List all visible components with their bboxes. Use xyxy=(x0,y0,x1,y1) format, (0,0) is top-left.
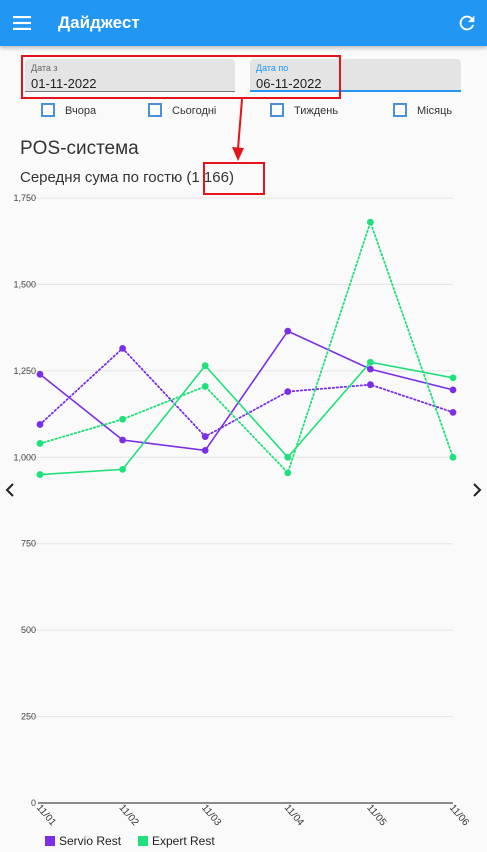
y-tick-label: 1,500 xyxy=(13,279,36,289)
data-point xyxy=(284,327,292,335)
y-tick-label: 750 xyxy=(21,539,36,549)
checkbox-week[interactable] xyxy=(270,103,284,117)
series-line-servio-rest-solid xyxy=(39,330,454,452)
data-point xyxy=(201,433,209,440)
data-point xyxy=(201,446,209,454)
data-point xyxy=(367,365,374,373)
date-from-field[interactable]: Дата з 01-11-2022 xyxy=(25,59,235,92)
data-point xyxy=(449,374,457,382)
metric-label: Середня сума по гостю ( xyxy=(20,169,192,186)
data-point xyxy=(367,381,374,389)
app-bar: Дайджест xyxy=(0,0,487,46)
metric-value: 1 166 xyxy=(191,169,229,186)
checkbox-today-label: Сьогодні xyxy=(172,105,217,117)
metric-suffix: ) xyxy=(228,169,234,186)
page-title: Дайджест xyxy=(58,13,140,32)
y-tick-label: 250 xyxy=(21,712,36,722)
data-point xyxy=(36,421,44,428)
line-chart: 0 250 500 750 1,000 1,250 1,500 1,750 11/01 11/02… xyxy=(13,193,471,829)
x-tick-label: 11/06 xyxy=(447,803,471,829)
data-point xyxy=(449,408,457,416)
x-tick-label: 11/03 xyxy=(199,803,223,829)
metric-highlight xyxy=(203,162,265,195)
data-point xyxy=(119,344,126,352)
section-title: POS-система xyxy=(20,138,139,159)
data-point xyxy=(367,218,374,226)
y-tick-label: 500 xyxy=(21,625,36,635)
y-tick-label: 1,250 xyxy=(13,366,36,376)
data-point xyxy=(119,465,126,473)
annotation-arrow xyxy=(232,98,244,161)
data-point xyxy=(36,370,44,378)
legend-item-expert: Expert Rest xyxy=(138,834,238,848)
checkbox-today[interactable] xyxy=(148,103,162,117)
date-from-label: Дата з xyxy=(31,63,58,73)
data-point xyxy=(284,388,292,395)
data-point xyxy=(284,469,292,477)
series-line-expert-rest-solid xyxy=(39,361,454,476)
metric-line: Середня сума по гостю (1 166) xyxy=(20,169,234,186)
data-point xyxy=(284,453,292,461)
checkbox-month[interactable] xyxy=(393,103,407,117)
data-point xyxy=(449,386,457,394)
data-point xyxy=(449,453,457,461)
y-tick-label: 1,750 xyxy=(13,193,36,203)
date-to-value: 06-11-2022 xyxy=(256,76,322,91)
chevron-left-icon[interactable] xyxy=(3,481,17,499)
y-tick-label: 0 xyxy=(31,798,36,808)
series-line-expert-rest-dotted xyxy=(39,219,454,475)
date-to-field[interactable]: Дата по 06-11-2022 xyxy=(250,59,461,92)
checkbox-month-label: Місяць xyxy=(417,105,453,117)
date-from-value: 01-11-2022 xyxy=(31,76,97,91)
data-point xyxy=(36,440,44,447)
legend-swatch-expert xyxy=(138,836,148,846)
checkbox-yesterday-label: Вчора xyxy=(65,105,97,117)
x-tick-label: 11/01 xyxy=(34,803,58,829)
data-point xyxy=(201,362,209,370)
chevron-right-icon[interactable] xyxy=(470,481,484,499)
x-tick-label: 11/02 xyxy=(116,803,140,829)
legend-label-expert: Expert Rest xyxy=(152,834,215,848)
data-point xyxy=(201,383,209,390)
checkbox-week-label: Тиждень xyxy=(294,105,339,117)
data-point xyxy=(367,358,374,366)
data-point xyxy=(119,415,126,423)
date-range-highlight xyxy=(21,55,341,99)
series-line-servio-rest-dotted xyxy=(39,347,454,438)
legend-item-servio: Servio Rest xyxy=(45,834,145,848)
data-point xyxy=(119,436,126,444)
x-tick-label: 11/05 xyxy=(364,803,388,829)
y-tick-label: 1,000 xyxy=(13,452,36,462)
checkbox-yesterday[interactable] xyxy=(41,103,55,117)
date-to-label: Дата по xyxy=(256,63,289,73)
legend-swatch-servio xyxy=(45,836,55,846)
legend-label-servio: Servio Rest xyxy=(59,834,122,848)
data-point xyxy=(36,471,44,478)
menu-icon[interactable] xyxy=(10,11,34,35)
refresh-icon[interactable] xyxy=(456,12,478,34)
x-tick-label: 11/04 xyxy=(282,803,306,829)
